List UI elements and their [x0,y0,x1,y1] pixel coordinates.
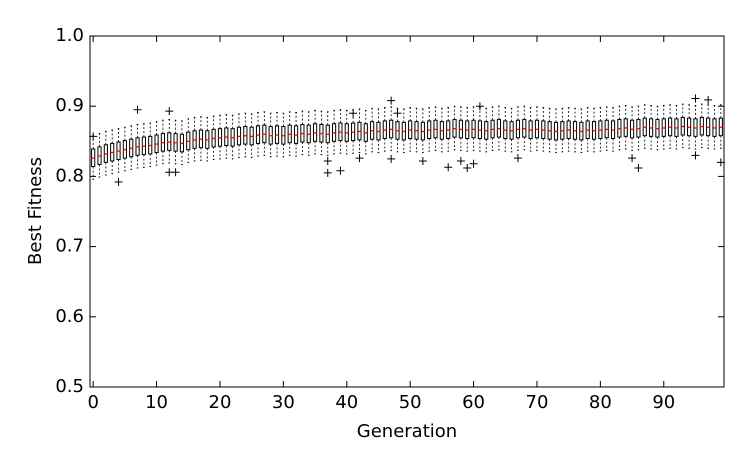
flier [387,96,396,105]
flier [628,154,637,163]
x-tick-label: 40 [335,392,358,413]
flier [513,154,522,163]
flier [418,156,427,165]
flier [89,132,98,141]
y-tick-label: 1.0 [55,25,84,46]
flier [704,95,713,104]
flier [336,166,345,175]
flier [133,105,142,114]
x-tick-label: 60 [462,392,485,413]
flier [323,156,332,165]
flier [165,107,174,116]
x-tick-label: 10 [145,392,168,413]
x-tick-label: 30 [272,392,295,413]
x-tick-label: 90 [652,392,675,413]
flier [349,109,358,118]
flier [634,163,643,172]
x-axis-label: Generation [357,421,457,442]
flier [114,178,123,187]
flier [691,94,700,103]
y-tick-label: 0.8 [55,165,84,186]
x-tick-label: 80 [589,392,612,413]
y-tick-label: 0.5 [55,376,84,397]
flier [691,151,700,160]
y-tick-label: 0.9 [55,95,84,116]
x-tick-label: 0 [87,392,98,413]
x-tick-label: 50 [399,392,422,413]
flier [716,158,725,167]
x-tick-label: 70 [526,392,549,413]
plot-frame [89,35,725,388]
y-axis-label: Best Fitness [25,157,46,265]
flier [469,159,478,168]
flier [393,109,402,118]
flier [355,154,364,163]
flier [463,163,472,172]
x-tick-label: 20 [209,392,232,413]
y-tick-label: 0.7 [55,236,84,257]
y-tick-label: 0.6 [55,306,84,327]
flier [475,102,484,111]
flier [323,168,332,177]
flier [456,156,465,165]
flier [444,163,453,172]
flier [171,168,180,177]
flier [387,154,396,163]
